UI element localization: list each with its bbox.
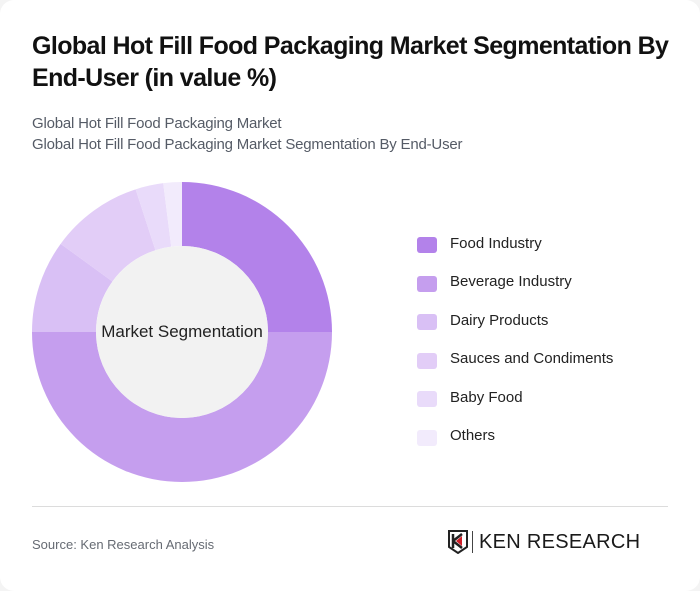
chart-subtitle: Global Hot Fill Food Packaging Market Gl… (32, 113, 463, 155)
legend-item: Food Industry (417, 226, 613, 265)
legend-swatch (417, 391, 437, 408)
legend-swatch (417, 275, 437, 292)
donut-slice-baby-food (135, 183, 172, 251)
ken-research-logo: KEN RESEARCH (448, 530, 640, 554)
legend-swatch (417, 352, 437, 369)
legend-label: Baby Food (450, 388, 523, 406)
donut-slice-beverage-industry (32, 332, 332, 482)
donut-chart (32, 182, 332, 482)
legend-swatch (417, 429, 437, 446)
legend-label: Beverage Industry (450, 273, 572, 291)
chart-legend: Food Industry Beverage Industry Dairy Prod… (417, 226, 613, 457)
donut-slice-sauces-and-condiments (60, 189, 156, 282)
donut-hole (96, 246, 268, 418)
logo-separator (472, 531, 473, 553)
legend-label: Others (450, 427, 496, 445)
donut-slice-dairy-products (32, 243, 113, 332)
donut-slice-food-industry (182, 182, 332, 332)
legend-swatch (417, 237, 437, 254)
legend-item: Sauces and Condiments (417, 342, 613, 381)
legend-label: Dairy Products (450, 311, 549, 329)
footer-divider (32, 506, 668, 507)
ken-logo-icon (448, 530, 468, 554)
legend-item: Others (417, 419, 613, 458)
legend-swatch (417, 314, 437, 331)
legend-item: Dairy Products (417, 303, 613, 342)
source-note: Source: Ken Research Analysis (32, 537, 215, 552)
legend-item: Baby Food (417, 380, 613, 419)
chart-title: Global Hot Fill Food Packaging Market Se… (32, 32, 669, 92)
legend-item: Beverage Industry (417, 265, 613, 304)
logo-text: KEN RESEARCH (479, 530, 641, 553)
subtitle-line-1: Global Hot Fill Food Packaging Market (32, 115, 282, 132)
donut-slice-others (163, 182, 182, 247)
subtitle-line-2: Global Hot Fill Food Packaging Market Se… (32, 136, 463, 153)
legend-label: Food Industry (450, 234, 542, 252)
legend-label: Sauces and Condiments (450, 350, 614, 368)
